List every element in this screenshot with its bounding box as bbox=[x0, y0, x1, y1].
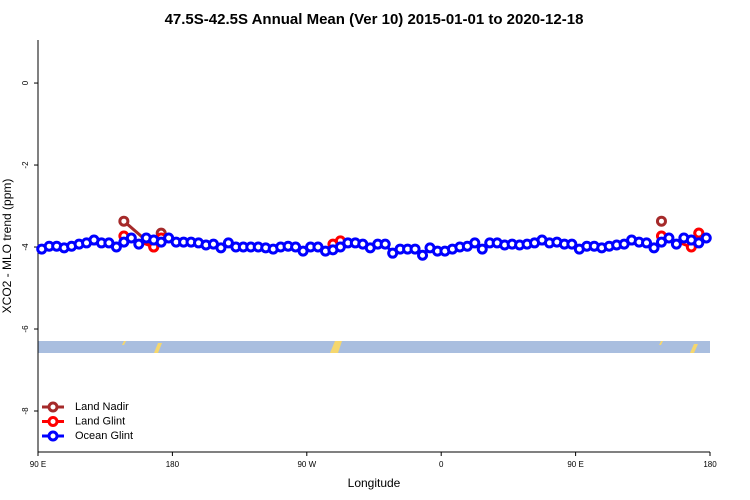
data-point bbox=[118, 215, 130, 227]
y-tick-label: -4 bbox=[21, 243, 30, 251]
data-point bbox=[133, 238, 145, 250]
strip-land bbox=[154, 343, 162, 353]
data-point bbox=[655, 215, 667, 227]
strip-band bbox=[38, 341, 710, 353]
data-point bbox=[110, 241, 122, 253]
data-point bbox=[417, 249, 429, 261]
data-point bbox=[670, 238, 682, 250]
x-tick-label: 0 bbox=[439, 460, 444, 469]
y-tick-label: 0 bbox=[21, 80, 30, 85]
surface-strip bbox=[38, 341, 710, 353]
data-point bbox=[469, 237, 481, 249]
data-point bbox=[700, 232, 712, 244]
legend-marker bbox=[47, 430, 59, 442]
y-axis-label: XCO2 - MLO trend (ppm) bbox=[0, 179, 14, 314]
strip-land bbox=[690, 344, 698, 353]
strip-land bbox=[659, 341, 663, 345]
data-point bbox=[566, 238, 578, 250]
data-point bbox=[648, 242, 660, 254]
data-point bbox=[693, 237, 705, 249]
legend: Land Nadir Land Glint Ocean Glint bbox=[42, 401, 133, 442]
legend-marker bbox=[47, 401, 59, 413]
data-point bbox=[409, 243, 421, 255]
data-point bbox=[641, 237, 653, 249]
legend-label: Ocean Glint bbox=[75, 430, 133, 442]
data-point bbox=[215, 242, 227, 254]
data-point bbox=[476, 243, 488, 255]
legend-label: Land Glint bbox=[75, 415, 125, 427]
x-tick-label: 90 E bbox=[30, 460, 46, 469]
x-tick-label: 90 E bbox=[567, 460, 583, 469]
x-axis-label: Longitude bbox=[348, 476, 401, 490]
legend-label: Land Nadir bbox=[75, 401, 129, 413]
y-tick-label: -6 bbox=[21, 325, 30, 333]
y-tick-label: -2 bbox=[21, 161, 30, 169]
data-point bbox=[125, 232, 137, 244]
strip-land bbox=[122, 341, 126, 345]
x-tick-label: 90 W bbox=[297, 460, 316, 469]
x-tick-label: 180 bbox=[703, 460, 717, 469]
chart-title: 47.5S-42.5S Annual Mean (Ver 10) 2015-01… bbox=[165, 11, 584, 28]
data-point bbox=[693, 227, 705, 239]
data-point bbox=[379, 238, 391, 250]
y-tick-label: -8 bbox=[21, 407, 30, 415]
strip-land bbox=[330, 341, 342, 353]
x-tick-label: 180 bbox=[166, 460, 180, 469]
legend-marker bbox=[47, 416, 59, 427]
data-point bbox=[663, 232, 675, 244]
